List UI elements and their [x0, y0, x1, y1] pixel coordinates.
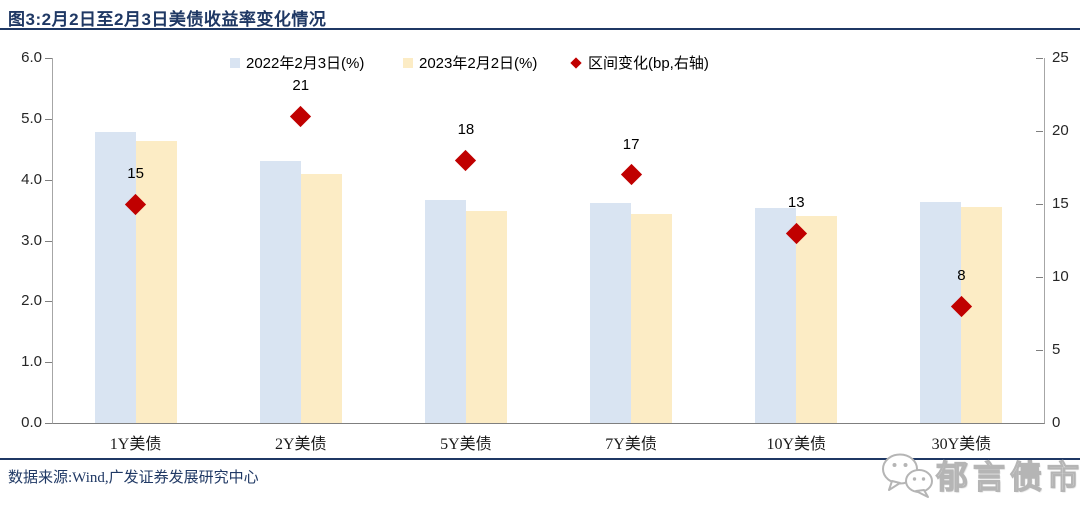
category-label-7Y美债: 7Y美债	[605, 436, 657, 453]
axis-tick-mark	[45, 423, 52, 424]
axis-tick-mark	[45, 118, 52, 120]
bar-series1-10Y美债	[796, 216, 838, 423]
axis-tick-mark	[1036, 350, 1043, 351]
axis-tick-mark	[45, 240, 52, 242]
axis-tick-mark	[1036, 277, 1043, 278]
wechat-icon	[882, 453, 933, 498]
diamond-value-label: 15	[127, 165, 144, 182]
axis-tick-label: 20	[1052, 122, 1069, 139]
diamond-value-label: 8	[957, 267, 966, 285]
legend-item-1: 2023年2月2日(%)	[403, 52, 537, 73]
legend-label-0: 2022年2月3日(%)	[246, 55, 365, 72]
title-divider-line	[0, 28, 1080, 30]
axis-tick-label: 15	[1052, 195, 1069, 212]
axis-tick-mark	[45, 362, 52, 364]
axis-tick-label: 4.0	[21, 170, 42, 188]
bar-series1-2Y美债	[300, 174, 342, 423]
bar-series0-2Y美债	[259, 161, 301, 423]
legend-swatch-0	[230, 57, 240, 68]
category-label-10Y美债: 10Y美债	[766, 436, 827, 453]
axis-tick-label: 5	[1052, 341, 1061, 358]
axis-tick-mark	[1036, 131, 1043, 132]
axis-tick-label: 10	[1052, 268, 1069, 285]
watermark-text: 郁言债市	[935, 458, 1080, 495]
diamond-value-label: 18	[457, 121, 475, 139]
legend-item-2: 区间变化(bp,右轴)	[570, 52, 709, 73]
bar-series1-30Y美债	[961, 207, 1003, 423]
data-source-text: 数据来源:Wind,广发证券发展研究中心	[8, 470, 259, 486]
category-label-5Y美债: 5Y美债	[440, 436, 492, 453]
axis-tick-label: 1.0	[21, 353, 42, 371]
axis-tick-label: 3.0	[21, 231, 42, 249]
bar-series1-1Y美债	[135, 140, 177, 423]
axis-tick-label: 0.0	[21, 414, 42, 431]
bar-series1-5Y美债	[465, 210, 507, 423]
axis-tick-label: 6.0	[21, 49, 42, 66]
axis-tick-mark	[1036, 58, 1043, 59]
category-label-30Y美债: 30Y美债	[931, 436, 992, 453]
diamond-value-label: 13	[787, 194, 805, 212]
chart-legend: 2022年2月3日(%) 2023年2月2日(%) 区间变化(bp,右轴)	[0, 52, 1080, 72]
axis-tick-label: 5.0	[21, 109, 42, 127]
bar-series0-10Y美债	[755, 208, 797, 423]
legend-swatch-1	[403, 57, 413, 68]
bar-series1-7Y美债	[631, 213, 673, 423]
figure-title: 图3:2月2日至2月3日美债收益率变化情况	[8, 10, 327, 29]
bar-series0-30Y美债	[920, 202, 962, 423]
bar-series0-7Y美债	[590, 203, 632, 423]
diamond-point-7Y美债	[620, 164, 642, 186]
diamond-point-5Y美债	[455, 149, 477, 171]
bar-series0-5Y美债	[424, 200, 466, 423]
diamond-value-label: 21	[292, 77, 310, 95]
axis-tick-label: 25	[1052, 49, 1069, 66]
category-label-2Y美债: 2Y美债	[274, 436, 327, 453]
axis-tick-label: 2.0	[21, 292, 42, 310]
footer-divider-line	[0, 458, 1080, 460]
legend-item-0: 2022年2月3日(%)	[230, 52, 364, 73]
bar-series0-1Y美债	[94, 131, 136, 423]
axis-tick-label: 0	[1052, 414, 1061, 431]
axis-tick-mark	[1036, 204, 1043, 205]
legend-label-2: 区间变化(bp,右轴)	[588, 55, 709, 72]
legend-label-1: 2023年2月2日(%)	[419, 55, 538, 72]
axis-tick-mark	[45, 179, 52, 181]
diamond-value-label: 17	[622, 135, 640, 153]
plot-area: 15 1Y美债 21 2Y美债 18 5Y美债 17 7Y美债 13 10Y美债 8 30Y美债	[52, 58, 1045, 453]
category-label-1Y美债: 1Y美债	[109, 436, 162, 453]
axis-tick-mark	[45, 58, 52, 59]
axis-tick-mark	[45, 301, 52, 303]
diamond-point-2Y美债	[290, 105, 312, 127]
brand-watermark: 郁言债市	[880, 450, 1080, 500]
